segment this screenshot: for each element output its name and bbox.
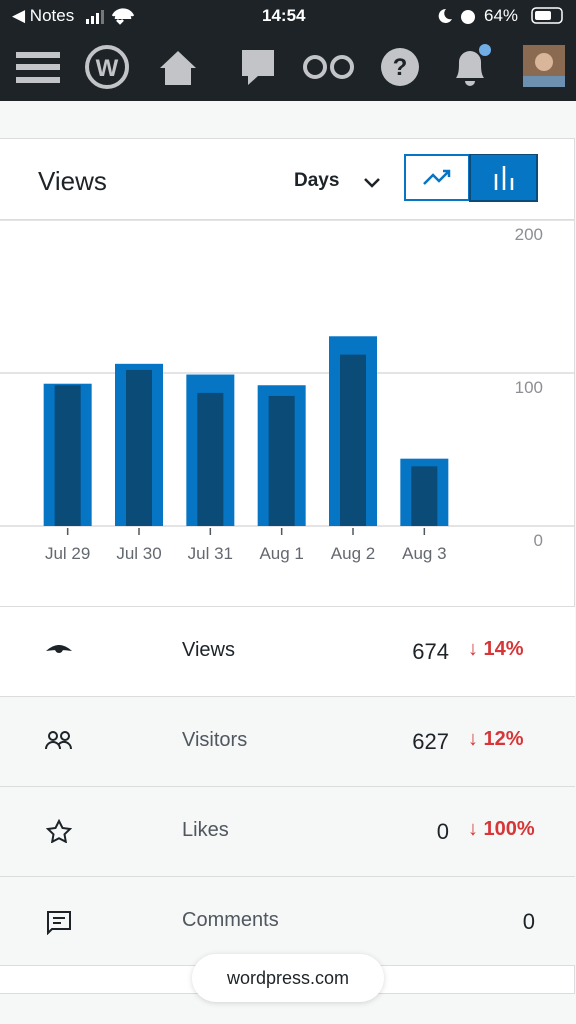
stat-value: 0: [522, 909, 535, 934]
x-tick-label: Jul 31: [188, 544, 233, 563]
x-tick-label: Aug 2: [331, 544, 375, 563]
stat-value: 627: [412, 729, 449, 754]
x-tick-label: Aug 1: [259, 544, 303, 563]
star-icon: [45, 819, 73, 843]
x-tick-label: Jul 29: [45, 544, 90, 563]
toolbar-icons: W ?: [16, 44, 565, 89]
battery-level: 64%: [484, 6, 519, 25]
stat-change: ↓ 14%: [468, 638, 524, 660]
svg-text:W: W: [96, 55, 119, 82]
status-icons: [438, 7, 563, 24]
people-icon: [45, 731, 73, 750]
bar: [411, 466, 438, 526]
y-tick-label: 100: [515, 378, 543, 397]
stat-change: ↓ 12%: [468, 728, 524, 750]
top-bar: ◀ Notes 14:54 64% W ?: [0, 0, 576, 101]
bar: [268, 395, 295, 526]
chart-toggle[interactable]: [404, 154, 540, 204]
card-title: Views: [38, 166, 107, 196]
stat-row[interactable]: Comments 0: [0, 876, 575, 966]
y-tick-label: 0: [534, 531, 543, 550]
bar: [126, 369, 152, 526]
bar: [54, 385, 81, 526]
x-tick-label: Jul 30: [116, 544, 161, 563]
stat-value: 674: [412, 639, 449, 664]
stat-label: Comments: [182, 909, 279, 931]
eye-icon: [46, 645, 72, 653]
stat-row[interactable]: Likes 0 ↓ 100%: [0, 786, 575, 876]
comment-icon: [47, 911, 71, 935]
x-tick-label: Aug 3: [402, 544, 446, 563]
stat-value: 0: [436, 819, 449, 844]
stat-row[interactable]: Views 674 ↓ 14%: [0, 606, 575, 696]
stat-label: Visitors: [182, 729, 248, 751]
clock: 14:54: [262, 6, 306, 25]
chart: 0 100 200 Jul 29 Jul 30 Jul 31 Aug 1 Aug 2 Aug 3: [0, 220, 575, 563]
svg-text:?: ?: [393, 54, 408, 81]
bar: [197, 392, 224, 526]
stats-card: Views Days 0 100 200 Jul 29 Jul 30 Jul 31 Aug …: [0, 138, 575, 994]
period-select[interactable]: Days: [294, 170, 340, 191]
bar: [340, 354, 366, 526]
stat-row[interactable]: Visitors 627 ↓ 12%: [0, 696, 575, 786]
y-tick-label: 200: [515, 225, 543, 244]
signal-wifi: [86, 8, 135, 25]
url-pill[interactable]: wordpress.com: [192, 954, 384, 1002]
chevron: [364, 178, 380, 188]
stat-label: Views: [182, 639, 235, 661]
stat-change: ↓ 100%: [468, 818, 535, 840]
stat-label: Likes: [182, 819, 229, 841]
back-link[interactable]: ◀ Notes: [12, 6, 75, 25]
